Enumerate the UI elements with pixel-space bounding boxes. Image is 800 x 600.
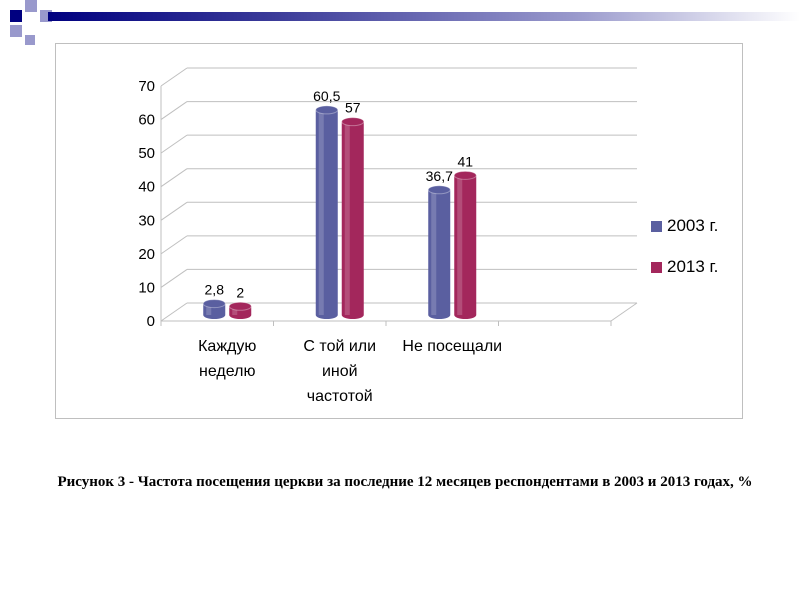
x-tick-label: иной	[322, 363, 358, 380]
y-tick-label: 60	[138, 112, 155, 129]
bar-2013	[341, 117, 365, 320]
legend-item-2003: 2003 г.	[651, 214, 718, 238]
gridline-side	[160, 302, 188, 322]
bar-2013	[453, 170, 477, 319]
decor-square-light	[25, 35, 35, 45]
gridline-side	[160, 235, 188, 255]
gridline-side	[160, 134, 188, 154]
y-tick-label: 0	[147, 313, 155, 330]
y-tick-label: 20	[138, 246, 155, 263]
y-tick-label: 30	[138, 212, 155, 229]
data-label-2013: 2	[236, 284, 244, 300]
x-tick-label: С той или	[303, 338, 376, 355]
decor-gradient-bar	[48, 12, 800, 21]
chart-frame: 0 10 20 30 40 50 60 70 2,8 2 Каждую неделю 60,5 57 С т…	[55, 43, 743, 419]
legend-label-2013: 2013 г.	[667, 257, 719, 276]
bar-chart: 0 10 20 30 40 50 60 70 2,8 2 Каждую неделю 60,5 57 С т…	[138, 67, 638, 405]
legend-swatch-2013	[651, 261, 662, 273]
x-tick-label: частотой	[307, 388, 373, 405]
x-tick-label: Каждую	[198, 338, 256, 355]
floor-edge	[610, 302, 638, 322]
x-tick-label: неделю	[199, 363, 255, 380]
y-tick-label: 40	[138, 179, 155, 196]
gridline-side	[160, 67, 188, 87]
bar-2013	[228, 301, 252, 319]
data-label-2003: 2,8	[205, 282, 225, 298]
y-tick-label: 50	[138, 145, 155, 162]
decor-square-light	[10, 25, 22, 37]
data-label-2013: 41	[457, 153, 473, 169]
data-label-2003: 60,5	[313, 88, 340, 104]
gridline-side	[160, 201, 188, 221]
gridline-side	[160, 168, 188, 188]
y-tick-label: 10	[138, 279, 155, 296]
bar-2003	[202, 299, 226, 319]
decor-square-light	[25, 0, 37, 12]
y-tick-label: 70	[138, 78, 155, 95]
gridline-side	[160, 101, 188, 120]
decor-square-dark	[10, 10, 22, 22]
bar-2003	[427, 185, 451, 319]
data-label-2003: 36,7	[426, 168, 453, 184]
legend-swatch-2003	[651, 220, 662, 232]
x-tick-label: Не посещали	[402, 338, 502, 355]
legend-label-2003: 2003 г.	[667, 216, 719, 235]
gridline-side	[160, 269, 188, 288]
bar-2003	[315, 105, 339, 320]
legend-item-2013: 2013 г.	[651, 255, 718, 279]
data-label-2013: 57	[345, 100, 361, 116]
figure-caption: Рисунок 3 - Частота посещения церкви за …	[57, 474, 753, 490]
